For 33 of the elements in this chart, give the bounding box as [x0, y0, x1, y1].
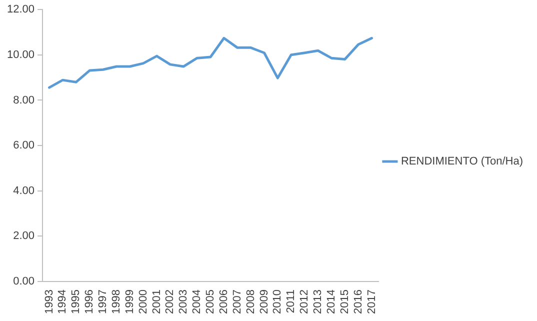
- x-tick-label: 1997: [97, 290, 110, 314]
- y-tick-label: 6.00: [13, 140, 35, 152]
- legend-label: RENDIMIENTO (Ton/Ha): [400, 156, 524, 168]
- x-tick-label: 1993: [43, 290, 56, 314]
- x-tick-label: 2007: [231, 290, 244, 314]
- x-tick-label: 2016: [352, 290, 364, 314]
- y-tick-label: 8.00: [13, 94, 35, 106]
- x-tick-label: 2008: [244, 290, 257, 314]
- x-tick-label: 2005: [204, 290, 217, 314]
- x-tick-label: 2001: [150, 290, 163, 314]
- x-tick-label: 2011: [285, 290, 298, 314]
- x-tick-label: 2000: [137, 290, 150, 314]
- x-tick-label: 1995: [70, 290, 82, 314]
- y-tick-label: 12.00: [6, 4, 35, 16]
- x-tick-label: 1996: [84, 290, 96, 314]
- x-tick-label: 2017: [366, 290, 378, 314]
- x-tick-label: 2015: [338, 290, 351, 314]
- x-tick-label: 2010: [272, 290, 284, 314]
- y-tick-label: 0.00: [13, 276, 35, 288]
- x-tick-label: 2013: [312, 290, 324, 314]
- x-tick-label: 2009: [258, 290, 270, 314]
- y-tick-label: 2.00: [13, 230, 35, 242]
- x-tick-label: 1994: [56, 290, 69, 314]
- x-tick-label: 2004: [191, 290, 204, 314]
- y-tick-label: 4.00: [13, 184, 35, 197]
- x-tick-label: 1998: [110, 290, 122, 314]
- x-tick-label: 2006: [218, 290, 230, 314]
- x-tick-label: 2014: [325, 290, 338, 314]
- x-tick-label: 2002: [164, 290, 176, 314]
- x-tick-label: 1999: [124, 290, 136, 314]
- x-tick-label: 2012: [298, 290, 311, 314]
- y-tick-label: 10.00: [6, 48, 35, 61]
- x-tick-label: 2003: [178, 290, 190, 314]
